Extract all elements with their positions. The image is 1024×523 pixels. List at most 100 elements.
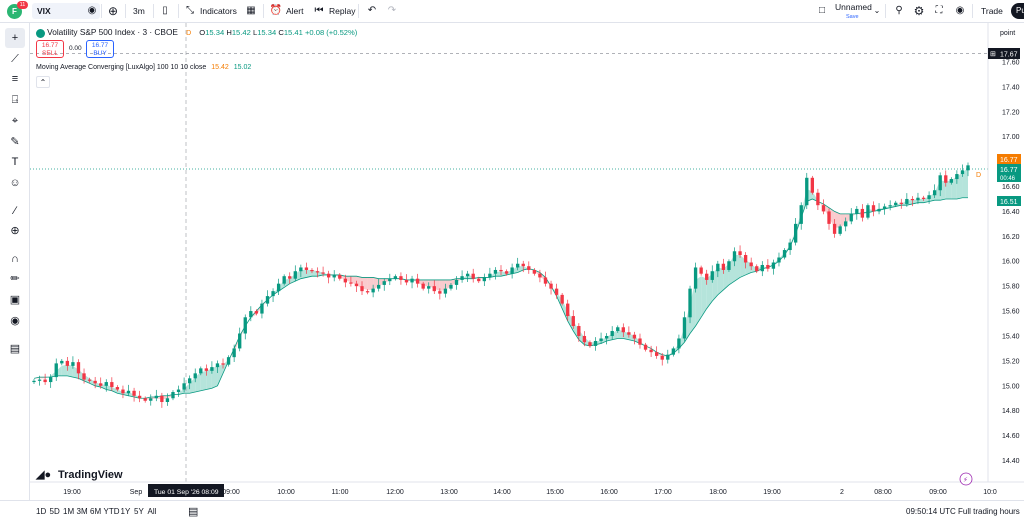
ma-fill <box>962 167 968 198</box>
candle-body <box>610 331 614 336</box>
price-tick-label: 16.20 <box>1002 234 1020 241</box>
ohlc-open: 15.34 <box>205 28 225 37</box>
fullscreen-icon[interactable]: ⛶ <box>935 5 943 16</box>
symbol-title[interactable]: Volatility S&P 500 Index · 3 · CBOE <box>47 27 178 37</box>
candle-body <box>571 316 575 327</box>
emoji-icon[interactable]: ☺ <box>9 177 21 189</box>
price-chart[interactable]: D point 17.6017.4017.2017.0016.8016.6016… <box>30 23 1024 500</box>
lightning-icon[interactable] <box>959 472 973 486</box>
ma-fill <box>834 211 841 228</box>
camera-icon[interactable]: ◉ <box>955 5 965 16</box>
replay-button[interactable]: Replay <box>329 6 356 16</box>
range-1m[interactable]: 1M <box>63 507 75 516</box>
sell-label: SELL <box>42 50 58 57</box>
collapse-legend-button[interactable]: ⌃ <box>36 76 50 88</box>
candle-body <box>910 198 915 201</box>
candle-body <box>338 274 342 279</box>
ruler-icon[interactable]: ∕ <box>14 205 16 217</box>
zoom-icon[interactable]: ⊕ <box>10 225 20 237</box>
candle-body <box>599 338 603 341</box>
symbol-search[interactable] <box>32 3 100 19</box>
range-5d[interactable]: 5D <box>49 507 60 516</box>
layout-icon[interactable]: □ <box>818 5 826 16</box>
candle-body <box>799 205 803 224</box>
fib-icon[interactable]: ≡ <box>11 73 19 85</box>
range-3m[interactable]: 3M <box>76 507 88 516</box>
candle-body <box>32 380 36 383</box>
lock-icon[interactable]: ▣ <box>9 294 21 306</box>
magnet-icon[interactable]: ∩ <box>11 253 19 265</box>
range-all[interactable]: All <box>147 507 157 516</box>
candle-body <box>488 273 492 278</box>
range-6m[interactable]: 6M <box>90 507 102 516</box>
candle-body <box>604 335 609 339</box>
candle-body <box>282 276 286 284</box>
prediction-icon[interactable]: ⌖ <box>11 115 19 127</box>
undo-icon[interactable]: ↶ <box>367 5 377 16</box>
buy-button[interactable]: 16.77 BUY <box>86 40 114 58</box>
high-label: 17.67 <box>1000 52 1018 59</box>
candle-body <box>905 198 909 204</box>
range-1y[interactable]: 1Y <box>120 507 131 516</box>
candle-body <box>844 221 848 227</box>
time-tick-label: 15:00 <box>546 489 564 496</box>
ma-fill <box>61 364 68 376</box>
pattern-icon[interactable]: ⍈ <box>11 94 19 106</box>
goto-date-icon[interactable]: ▤ <box>188 506 199 518</box>
ma-fill <box>439 279 446 292</box>
price-tick-label: 14.40 <box>1002 458 1020 465</box>
trash-icon[interactable]: ▤ <box>9 343 21 355</box>
sell-button[interactable]: 16.77 SELL <box>36 40 64 58</box>
candle-body <box>566 303 570 317</box>
candle-body <box>616 327 620 331</box>
candle-body <box>532 269 537 274</box>
candle-body <box>199 368 203 374</box>
candle-body <box>460 276 464 280</box>
candle-body <box>499 269 503 272</box>
buy-price: 16.77 <box>91 42 109 49</box>
add-symbol-icon[interactable]: ⊕ <box>107 4 119 18</box>
range-ytd[interactable]: YTD <box>103 507 120 516</box>
alert-button[interactable]: Alert <box>286 6 304 16</box>
session-toggle[interactable]: Full trading hours <box>958 507 1020 516</box>
candle-body <box>810 177 815 193</box>
candle-body <box>243 317 247 334</box>
indicator-value-2: 15.02 <box>233 64 252 71</box>
divider <box>972 4 973 18</box>
eye-icon[interactable]: ◉ <box>10 315 20 327</box>
bar-countdown: 00:46 <box>1000 176 1016 182</box>
chevron-down-icon[interactable]: ⌄ <box>873 6 881 15</box>
trendline-icon[interactable]: ⟋ <box>11 53 19 65</box>
candle-body <box>221 363 225 365</box>
last-price-bg <box>997 164 1021 182</box>
candle-body <box>93 380 97 384</box>
session-marker: D <box>976 172 981 179</box>
indicators-button[interactable]: Indicators <box>200 6 237 16</box>
redo-icon[interactable]: ↷ <box>387 5 397 16</box>
brush-icon[interactable]: ✎ <box>10 136 20 148</box>
candle-body <box>121 389 125 394</box>
interval-button[interactable]: 3m <box>133 6 145 16</box>
scale-mode: point <box>1000 30 1015 37</box>
draw-lock-icon[interactable]: ✏ <box>10 273 20 285</box>
candles-icon[interactable]: ▯ <box>162 5 168 16</box>
indicator-legend[interactable]: Moving Average Converging [LuxAlgo] 100 … <box>36 64 251 71</box>
publish-button[interactable]: Pu <box>1011 3 1024 19</box>
range-5y[interactable]: 5Y <box>134 507 144 516</box>
quick-search-icon[interactable]: ⚲ <box>895 5 903 16</box>
candle-body <box>421 283 425 289</box>
layout-name[interactable]: Unnamed <box>835 2 872 12</box>
candle-body <box>493 269 498 274</box>
high-label-icon[interactable]: ⊞ <box>990 51 996 58</box>
range-1d[interactable]: 1D <box>36 507 47 516</box>
candle-body <box>143 398 147 401</box>
templates-icon[interactable]: ▦ <box>246 5 256 16</box>
utc-clock[interactable]: 09:50:14 UTC <box>906 507 956 516</box>
crosshair-icon[interactable]: + <box>11 32 19 44</box>
compare-icon[interactable]: ◉ <box>87 5 97 16</box>
text-icon[interactable]: T <box>11 156 19 168</box>
settings-icon[interactable]: ⚙ <box>913 4 925 18</box>
candle-body <box>838 226 842 234</box>
price-tick-label: 17.20 <box>1002 109 1020 116</box>
trade-button[interactable]: Trade <box>981 6 1003 16</box>
